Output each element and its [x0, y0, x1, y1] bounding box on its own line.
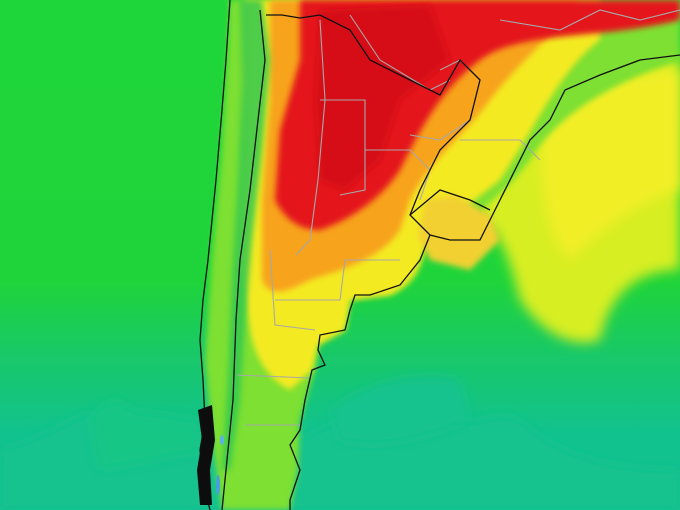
uruguay-yellow: [418, 195, 500, 270]
chilean-fjords: [197, 405, 224, 505]
cold-region-center: [330, 376, 470, 444]
political-borders: [236, 9, 680, 426]
atlantic-yellow-core: [540, 70, 680, 260]
land-deep-red-zone: [315, 5, 450, 190]
cold-region-upper: [90, 401, 205, 470]
coastline: [199, 0, 680, 510]
